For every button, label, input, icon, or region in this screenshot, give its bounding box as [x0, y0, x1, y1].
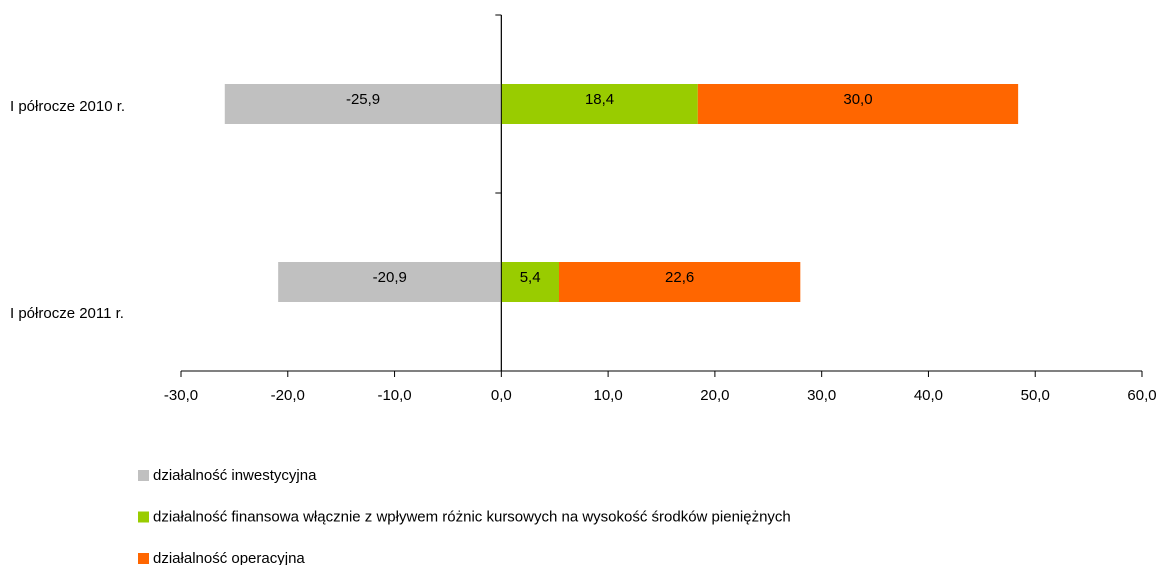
legend-swatch	[138, 511, 149, 523]
x-tick-label: 40,0	[914, 387, 943, 404]
x-tick-label: 50,0	[1021, 387, 1050, 404]
bar-segment	[501, 262, 559, 302]
x-tick-label: 10,0	[594, 387, 623, 404]
x-tick-label: -10,0	[377, 387, 411, 404]
x-tick-label: -30,0	[164, 387, 198, 404]
legend-label: działalność inwestycyjna	[153, 467, 317, 484]
bar-segment	[558, 262, 801, 302]
data-label: 22,6	[665, 269, 694, 286]
x-tick-label: -20,0	[271, 387, 305, 404]
bar-segment	[278, 262, 502, 302]
data-label: 18,4	[585, 91, 614, 108]
x-tick-label: 20,0	[700, 387, 729, 404]
data-label: -20,9	[373, 269, 407, 286]
legend-label: działalność operacyjna	[153, 550, 305, 565]
data-label: 30,0	[843, 91, 872, 108]
bar-segment	[224, 84, 502, 124]
bar-segment	[697, 84, 1019, 124]
category-label: I półrocze 2010 r.	[10, 98, 125, 115]
category-label: I półrocze 2011 r.	[10, 305, 124, 322]
x-tick-label: 30,0	[807, 387, 836, 404]
legend-label: działalność finansowa włącznie z wpływem…	[153, 508, 791, 525]
x-tick-label: 60,0	[1127, 387, 1156, 404]
bar-segment	[501, 84, 698, 124]
data-label: 5,4	[520, 269, 541, 286]
legend-swatch	[138, 553, 149, 564]
data-label: -25,9	[346, 91, 380, 108]
legend-swatch	[138, 470, 149, 481]
x-tick-label: 0,0	[491, 387, 512, 404]
